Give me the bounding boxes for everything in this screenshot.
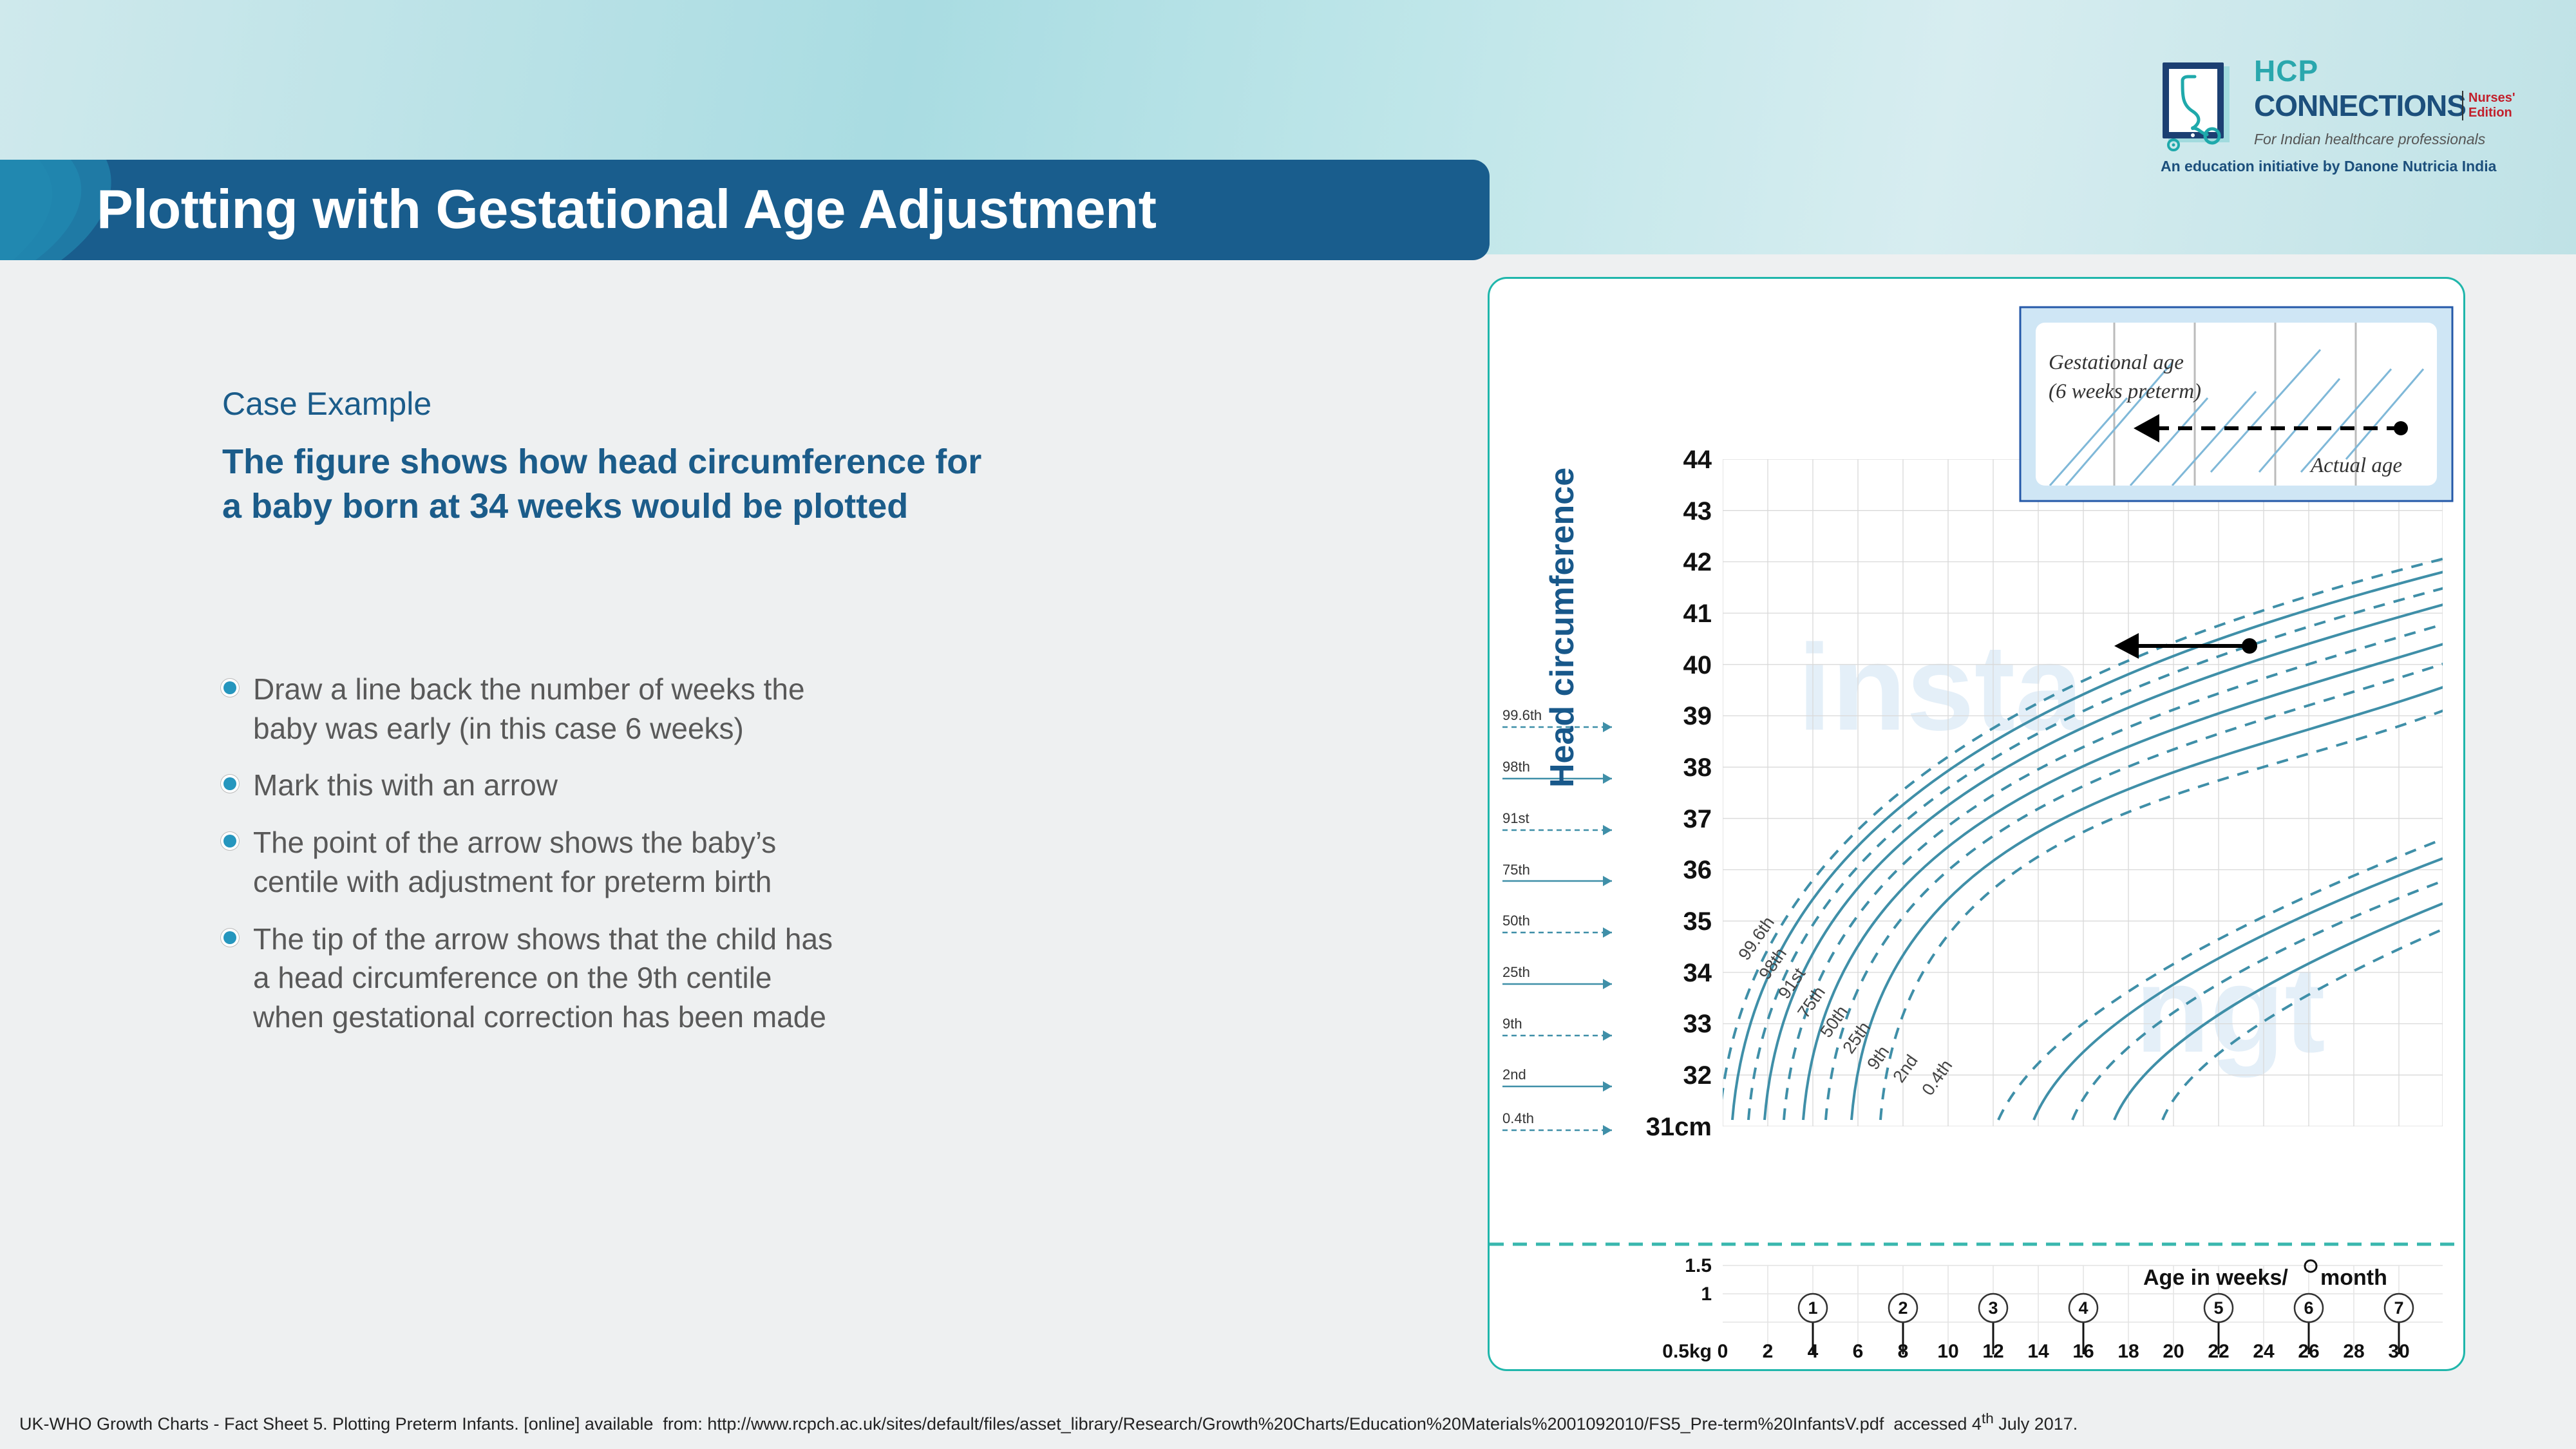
svg-text:Actual age: Actual age: [2309, 454, 2402, 477]
svg-text:24: 24: [2253, 1341, 2275, 1362]
svg-text:5: 5: [2213, 1298, 2223, 1318]
svg-text:1: 1: [1808, 1298, 1817, 1318]
svg-text:14: 14: [2027, 1341, 2049, 1362]
svg-text:36: 36: [1683, 856, 1712, 884]
svg-text:7: 7: [2394, 1298, 2403, 1318]
svg-text:2: 2: [1898, 1298, 1908, 1318]
svg-text:1.5: 1.5: [1685, 1255, 1712, 1276]
svg-text:9th: 9th: [1502, 1016, 1522, 1032]
svg-text:41: 41: [1683, 600, 1712, 628]
svg-text:10: 10: [1937, 1341, 1958, 1362]
svg-text:insta: insta: [1797, 620, 2084, 756]
svg-text:38: 38: [1683, 753, 1712, 782]
svg-text:32: 32: [1683, 1061, 1712, 1090]
svg-text:91st: 91st: [1502, 810, 1530, 826]
svg-text:Head circumference: Head circumference: [1544, 468, 1581, 788]
svg-text:40: 40: [1683, 651, 1712, 679]
svg-text:6: 6: [1853, 1341, 1864, 1362]
svg-text:34: 34: [1683, 959, 1712, 987]
svg-text:0.5kg: 0.5kg: [1662, 1341, 1712, 1362]
svg-text:35: 35: [1683, 907, 1712, 936]
svg-text:6: 6: [2304, 1298, 2313, 1318]
svg-text:0: 0: [1718, 1341, 1728, 1362]
svg-text:20: 20: [2163, 1341, 2184, 1362]
svg-text:50th: 50th: [1502, 913, 1530, 929]
svg-text:33: 33: [1683, 1010, 1712, 1038]
svg-text:18: 18: [2117, 1341, 2139, 1362]
svg-text:Gestational age: Gestational age: [2049, 351, 2184, 374]
svg-text:42: 42: [1683, 548, 1712, 576]
svg-text:37: 37: [1683, 805, 1712, 833]
svg-text:month: month: [2320, 1265, 2387, 1290]
svg-text:31cm: 31cm: [1646, 1113, 1712, 1141]
svg-text:0.4th: 0.4th: [1502, 1110, 1534, 1126]
svg-text:25th: 25th: [1502, 964, 1530, 980]
svg-text:39: 39: [1683, 702, 1712, 730]
svg-text:99.6th: 99.6th: [1502, 707, 1542, 723]
svg-text:Age in weeks/: Age in weeks/: [2143, 1265, 2288, 1290]
svg-text:44: 44: [1683, 446, 1712, 474]
svg-text:1: 1: [1701, 1283, 1712, 1305]
svg-text:2nd: 2nd: [1502, 1066, 1526, 1083]
svg-text:2: 2: [1763, 1341, 1774, 1362]
svg-text:98th: 98th: [1502, 759, 1530, 775]
svg-text:43: 43: [1683, 497, 1712, 526]
svg-text:(6 weeks preterm): (6 weeks preterm): [2049, 380, 2201, 403]
svg-text:75th: 75th: [1502, 862, 1530, 878]
svg-text:4: 4: [2078, 1298, 2088, 1318]
svg-text:2nd: 2nd: [1889, 1051, 1921, 1086]
svg-text:0.4th: 0.4th: [1918, 1056, 1956, 1099]
svg-text:28: 28: [2343, 1341, 2364, 1362]
svg-text:3: 3: [1988, 1298, 1998, 1318]
